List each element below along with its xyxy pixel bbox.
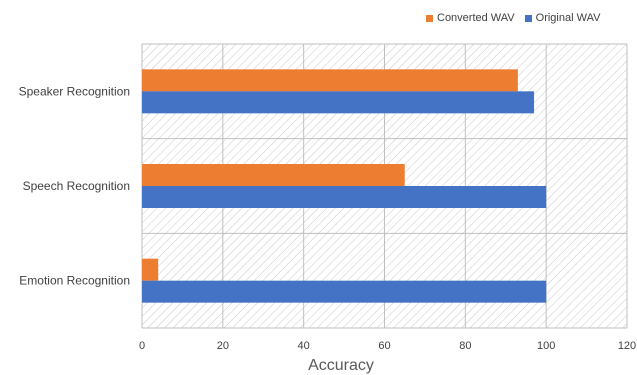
bar-converted-speech-recognition (142, 164, 405, 186)
legend-swatch-converted (426, 14, 433, 22)
x-axis-title: Accuracy (308, 357, 374, 374)
legend-item-converted: Converted WAV (426, 12, 515, 24)
bar-converted-speaker-recognition (142, 69, 518, 92)
legend-label-original: Original WAV (535, 12, 601, 24)
bar-original-speaker-recognition (142, 91, 535, 114)
legend: Converted WAV Original WAV (426, 12, 610, 24)
x-tick-label: 60 (378, 340, 390, 352)
category-label: Emotion Recognition (19, 274, 130, 288)
legend-swatch-original (524, 14, 532, 22)
bar-original-speech-recognition (142, 186, 547, 208)
x-tick-label: 40 (298, 340, 310, 352)
x-tick-label: 20 (217, 340, 229, 352)
legend-label-converted: Converted WAV (437, 12, 515, 24)
x-tick-label: 0 (139, 340, 145, 352)
bar-converted-emotion-recognition (142, 258, 159, 281)
x-tick-label: 120 (618, 340, 636, 352)
x-tick-label: 80 (459, 340, 471, 352)
legend-item-original: Original WAV (524, 12, 601, 24)
category-label: Speech Recognition (23, 179, 130, 193)
x-tick-label: 100 (537, 340, 555, 352)
category-label: Speaker Recognition (19, 84, 130, 98)
bar-original-emotion-recognition (142, 280, 547, 303)
